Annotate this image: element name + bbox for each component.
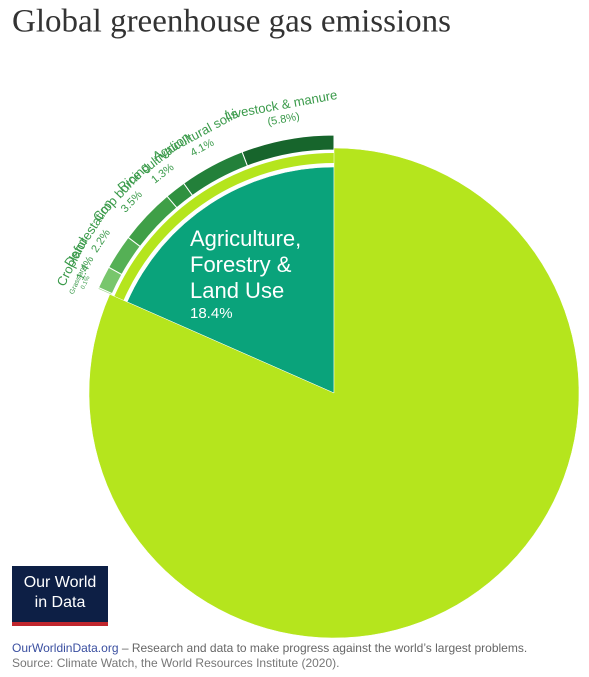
breakdown-slice xyxy=(241,134,335,167)
breakdown-slice xyxy=(97,266,123,295)
logo-text: in Data xyxy=(35,594,86,611)
logo-stripe xyxy=(12,622,108,626)
footer-source: Source: Climate Watch, the World Resourc… xyxy=(12,656,339,670)
breakdown-value: 0.1% xyxy=(80,275,91,291)
breakdown-slice xyxy=(166,182,194,209)
slice-label: Agriculture, Forestry & Land Use 18.4% xyxy=(190,226,330,324)
breakdown-value: (5.8%) xyxy=(267,111,301,129)
chart-title: Global greenhouse gas emissions xyxy=(12,4,451,40)
breakdown-slice xyxy=(127,195,178,248)
slice-value: 18.4% xyxy=(190,305,233,322)
breakdown-slice xyxy=(182,151,249,197)
logo-box xyxy=(12,566,108,626)
logo-text: Our World xyxy=(24,574,97,591)
pie-slice xyxy=(126,166,335,394)
footer-text: – Research and data to make progress aga… xyxy=(119,641,528,655)
slice-name: Agriculture, Forestry & Land Use xyxy=(190,226,302,303)
pie-slice xyxy=(88,147,580,639)
breakdown-slice xyxy=(108,236,141,276)
footer-line: OurWorldinData.org – Research and data t… xyxy=(12,641,527,655)
footer-link[interactable]: OurWorldinData.org xyxy=(12,641,119,655)
slice-band xyxy=(114,153,334,301)
